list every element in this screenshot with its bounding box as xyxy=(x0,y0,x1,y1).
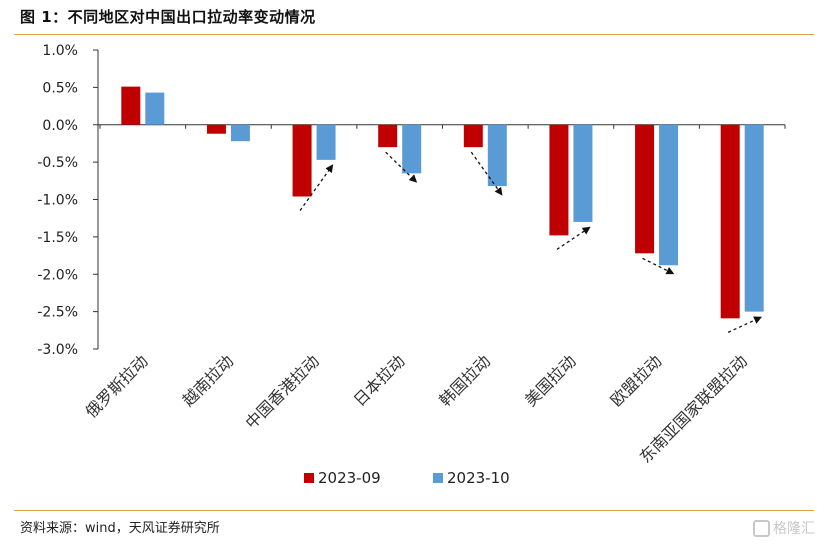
bar-2023-10 xyxy=(402,124,422,174)
bar-2023-10 xyxy=(573,124,593,222)
y-tick-label: -2.0% xyxy=(37,267,78,283)
watermark-logo-icon xyxy=(753,519,770,537)
legend-swatch xyxy=(304,473,314,483)
legend-label: 2023-10 xyxy=(447,469,510,487)
category-label: 日本拉动 xyxy=(350,351,409,410)
bar-2023-09 xyxy=(292,124,312,197)
y-tick-label: -2.5% xyxy=(37,305,78,321)
bar-2023-09 xyxy=(206,124,226,134)
y-tick-label: 0.0% xyxy=(42,118,78,134)
bar-2023-09 xyxy=(549,124,569,236)
bar-2023-09 xyxy=(463,124,483,148)
category-label: 中国香港拉动 xyxy=(242,351,323,432)
bar-2023-10 xyxy=(316,124,336,160)
category-label: 欧盟拉动 xyxy=(607,351,666,410)
top-divider xyxy=(14,34,814,35)
source-note: 资料来源：wind，天风证券研究所 xyxy=(20,521,220,536)
bar-2023-10 xyxy=(744,124,764,312)
change-arrow xyxy=(727,316,763,333)
y-tick-label: -1.5% xyxy=(37,230,78,246)
y-tick-label: -1.0% xyxy=(37,193,78,209)
bar-2023-09 xyxy=(720,124,740,319)
watermark-text: 格隆汇 xyxy=(773,521,815,537)
change-arrow xyxy=(385,151,418,183)
bar-2023-09 xyxy=(121,86,141,125)
chart-title: 图 1：不同地区对中国出口拉动率变动情况 xyxy=(20,8,316,26)
y-tick-label: 1.0% xyxy=(42,43,78,59)
y-tick-label: -3.0% xyxy=(37,342,78,358)
change-arrow xyxy=(470,151,503,196)
category-label: 俄罗斯拉动 xyxy=(82,351,152,421)
bar-2023-10 xyxy=(659,124,679,266)
legend-label: 2023-09 xyxy=(318,469,381,487)
bar-2023-09 xyxy=(378,124,398,148)
bar-2023-10 xyxy=(145,92,165,125)
category-label: 韩国拉动 xyxy=(435,351,494,410)
y-tick-label: -0.5% xyxy=(37,155,78,171)
watermark: 格隆汇 xyxy=(753,518,815,538)
legend-swatch xyxy=(433,473,443,483)
bar-2023-10 xyxy=(487,124,507,187)
change-arrow xyxy=(556,226,591,250)
bottom-divider xyxy=(14,510,814,511)
category-label: 美国拉动 xyxy=(521,351,580,410)
bar-2023-09 xyxy=(635,124,655,254)
y-tick-label: 0.5% xyxy=(42,80,78,96)
category-label: 越南拉动 xyxy=(179,351,238,410)
bar-2023-10 xyxy=(230,124,250,142)
